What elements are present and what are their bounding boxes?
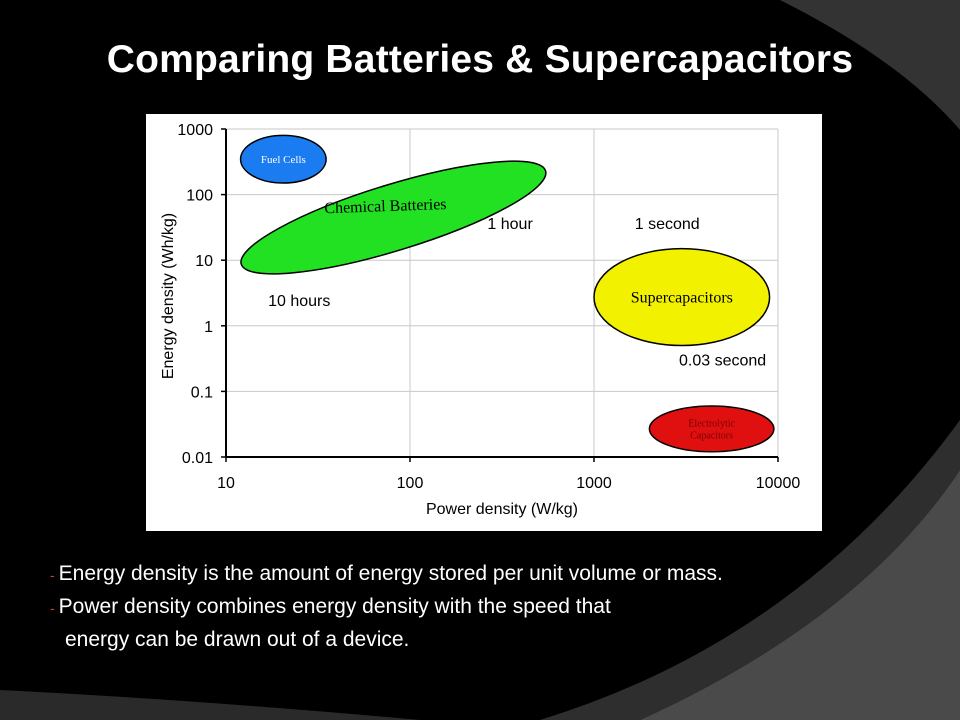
bullet-item: - Power density combines energy density w… — [50, 591, 723, 624]
annotations: 1 hour 1 second 10 hours 0.03 second — [268, 216, 766, 369]
region-fuel-cells — [239, 134, 327, 184]
bullet-text: Power density combines energy density wi… — [58, 595, 611, 618]
x-tick-label: 100 — [397, 475, 424, 492]
bullet-item: - Energy density is the amount of energy … — [50, 558, 723, 591]
y-tick-label: 1000 — [177, 122, 213, 139]
region-supercapacitors — [593, 247, 771, 347]
y-tick-label: 100 — [186, 188, 213, 205]
region-label-electrolytic-capacitors: Electrolytic Capacitors — [688, 418, 735, 441]
region-label-supercapacitors: Supercapacitors — [631, 290, 733, 307]
regions: Fuel Cells Chemical Batteries Supercapacit… — [239, 134, 775, 453]
chart: 10 100 1000 10000 1000 100 10 1 0.1 0.01 Fuel Cel… — [160, 122, 800, 518]
bullet-text: energy can be drawn out of a device. — [65, 628, 410, 651]
bullet-marker: - — [50, 567, 55, 583]
x-tick-label: 10000 — [756, 475, 801, 492]
bullet-text: Energy density is the amount of energy s… — [58, 562, 723, 585]
region-electrolytic-capacitors — [648, 405, 775, 453]
x-tick-label: 10 — [217, 475, 235, 492]
x-tick-label: 1000 — [576, 475, 612, 492]
bullet-list: - Energy density is the amount of energy … — [50, 558, 723, 656]
region-label-chemical-batteries: Chemical Batteries — [324, 196, 447, 217]
slide-title: Comparing Batteries & Supercapacitors — [106, 38, 854, 81]
y-tick-label: 0.1 — [191, 384, 213, 401]
bullet-item-continuation: energy can be drawn out of a device. — [50, 624, 723, 656]
chart-panel: 10 100 1000 10000 1000 100 10 1 0.1 0.01 Fuel Cel… — [146, 114, 822, 531]
y-axis-label: Energy density (Wh/kg) — [160, 213, 177, 379]
region-chemical-batteries — [240, 160, 547, 275]
bullet-marker: - — [50, 600, 55, 616]
y-tick-label: 0.01 — [182, 450, 213, 467]
axes: 10 100 1000 10000 1000 100 10 1 0.1 0.01 — [177, 122, 800, 492]
y-tick-label: 10 — [195, 253, 213, 270]
annotation-label: 1 hour — [487, 216, 533, 233]
annotation-label: 0.03 second — [679, 352, 766, 369]
region-label-fuel-cells: Fuel Cells — [261, 154, 306, 166]
annotation-label: 1 second — [635, 216, 700, 233]
y-tick-label: 1 — [204, 319, 213, 336]
x-axis-label: Power density (W/kg) — [426, 501, 578, 518]
annotation-label: 10 hours — [268, 293, 330, 310]
